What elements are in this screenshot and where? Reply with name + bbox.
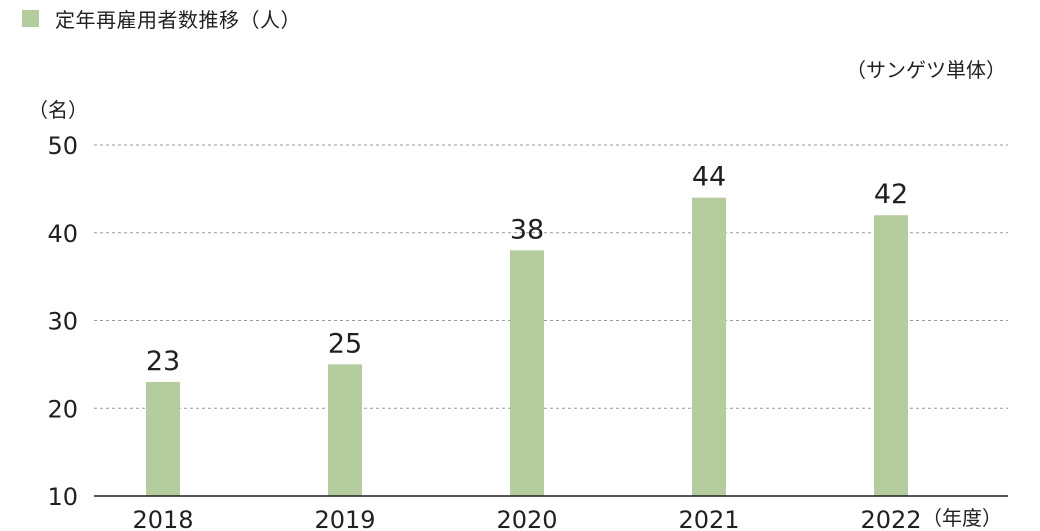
bar-value-label: 38 [510,214,544,245]
legend-label: 定年再雇用者数推移（人） [55,7,301,32]
bar-value-label: 25 [328,328,362,359]
x-tick-label: 2019 [314,506,375,530]
y-axis-ticks: 10 20 30 40 50 [47,132,78,511]
x-tick-label: 2022 [860,506,921,530]
bar-value-label: 42 [874,179,908,210]
unit-note: （サンゲツ単体） [846,58,1006,82]
x-tick-label: 2018 [132,506,193,530]
bar-2019 [328,364,362,496]
value-labels: 23 25 38 44 42 [146,162,908,377]
x-axis-label: （年度） [922,506,1002,530]
y-tick-label: 10 [47,483,78,511]
bar-2021 [692,197,726,496]
y-axis-label: （名） [28,98,88,122]
y-tick-label: 50 [47,132,78,160]
y-tick-label: 40 [47,220,78,248]
bar-value-label: 23 [146,346,180,377]
x-tick-label: 2021 [678,506,739,530]
legend-swatch [22,9,39,27]
y-tick-label: 20 [47,395,78,423]
bar-2018 [146,381,180,496]
x-tick-label: 2020 [496,506,557,530]
bar-2020 [510,250,544,496]
legend: 定年再雇用者数推移（人） [22,4,301,32]
y-tick-label: 30 [47,308,78,336]
x-axis-ticks: 2018 2019 2020 2021 2022 [132,506,921,530]
bars [146,197,908,496]
bar-2022 [874,215,908,496]
bar-value-label: 44 [692,162,726,193]
gridlines [94,144,1008,409]
